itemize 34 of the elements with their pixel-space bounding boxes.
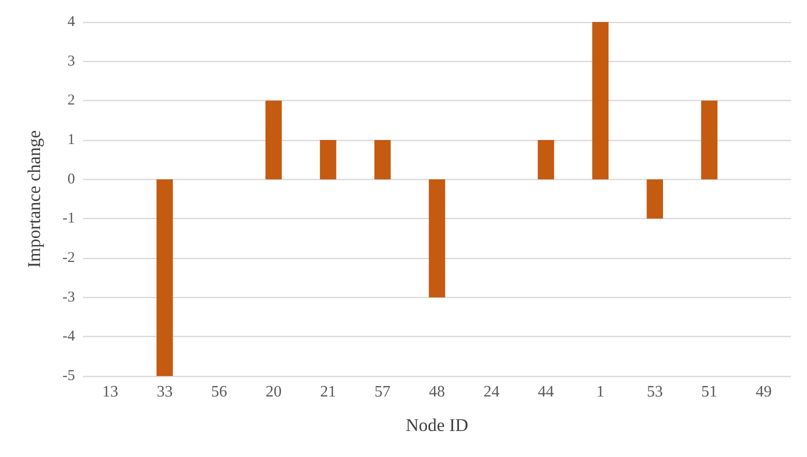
x-tick-label: 44 — [538, 384, 554, 400]
x-tick-label: 49 — [756, 384, 772, 400]
x-tick-label: 33 — [156, 384, 173, 400]
x-axis-title: Node ID — [406, 415, 468, 435]
x-tick-label: 57 — [374, 384, 391, 400]
y-tick-label: -1 — [62, 210, 75, 227]
x-tick-label: 53 — [646, 384, 663, 400]
x-tick-label: 56 — [211, 384, 228, 400]
x-tick-label: 20 — [266, 384, 282, 400]
bar — [156, 179, 173, 376]
bar — [428, 179, 446, 298]
bar — [701, 100, 718, 180]
x-tick-label: 1 — [596, 384, 604, 400]
x-tick-label: 13 — [102, 384, 118, 400]
x-tick-label: 21 — [320, 384, 336, 400]
bar — [265, 100, 282, 180]
y-tick-label: 0 — [68, 171, 75, 188]
bar — [646, 179, 664, 219]
y-tick-label: -3 — [62, 289, 75, 306]
bar — [592, 22, 609, 180]
bar — [374, 140, 391, 180]
y-tick-label: -2 — [62, 250, 75, 266]
y-tick-label: 3 — [68, 53, 75, 70]
x-tick-label: 24 — [483, 384, 500, 400]
y-axis-title: Importance change — [24, 130, 44, 268]
y-tick-label: 1 — [68, 132, 75, 148]
x-tick-label: 48 — [429, 384, 445, 400]
y-tick-label: 4 — [68, 14, 76, 30]
bar — [320, 140, 336, 180]
bar — [538, 140, 554, 180]
y-tick-label: -4 — [62, 328, 76, 345]
y-tick-label: -5 — [62, 368, 75, 384]
x-tick-label: 51 — [701, 384, 718, 400]
y-tick-label: 2 — [68, 92, 75, 109]
